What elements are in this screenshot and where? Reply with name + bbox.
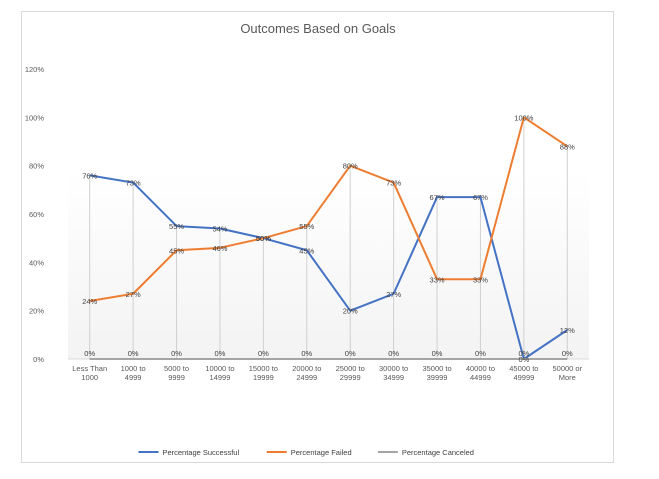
x-tick-label-line: 9999: [168, 373, 185, 382]
x-tick-label-line: 29999: [340, 373, 361, 382]
x-tick-label: 5000 to 9999: [164, 364, 189, 382]
x-tick-label: Less Than 1000: [72, 364, 107, 382]
y-tick-label: 20%: [29, 307, 44, 316]
x-tick-label-line: 5000 to: [164, 364, 189, 373]
data-label: 76%: [82, 171, 97, 180]
x-tick-label: 45000 to 49999: [509, 364, 538, 382]
data-label: 46%: [212, 244, 227, 253]
x-tick-label-line: 24999: [296, 373, 317, 382]
x-tick-label-line: 40000 to: [466, 364, 495, 373]
data-label: 55%: [169, 222, 184, 231]
x-tick-label-line: 35000 to: [422, 364, 451, 373]
y-tick-label: 40%: [29, 258, 44, 267]
y-tick-label: 80%: [29, 162, 44, 171]
data-label: 0%: [345, 349, 356, 358]
data-label: 100%: [514, 113, 534, 122]
data-label: 45%: [169, 246, 184, 255]
data-label: 73%: [126, 179, 141, 188]
x-tick-label-line: 4999: [125, 373, 142, 382]
data-label: 24%: [82, 297, 97, 306]
data-label: 50%: [256, 234, 271, 243]
data-label: 0%: [388, 349, 399, 358]
data-label: 67%: [430, 193, 445, 202]
x-tick-label-line: Less Than: [72, 364, 107, 373]
chart-title: Outcomes Based on Goals: [240, 21, 396, 36]
y-tick-label: 60%: [29, 210, 44, 219]
data-label: 0%: [562, 349, 573, 358]
data-label: 50%: [256, 234, 271, 243]
x-tick-label: 1000 to 4999: [121, 364, 146, 382]
data-label: 0%: [432, 349, 443, 358]
data-label: 0%: [171, 349, 182, 358]
data-label: 55%: [299, 222, 314, 231]
x-tick-label: 40000 to 44999: [466, 364, 495, 382]
series-layer: [89, 116, 568, 360]
data-label: 0%: [84, 349, 95, 358]
y-tick-label: 120%: [25, 65, 45, 74]
data-label: 20%: [343, 307, 358, 316]
data-label: 27%: [126, 290, 141, 299]
data-label: 33%: [473, 275, 488, 284]
x-tick-label-line: 1000: [81, 373, 98, 382]
x-tick-label-line: 14999: [210, 373, 231, 382]
x-tick-label-line: 49999: [513, 373, 534, 382]
chart-frame: Outcomes Based on Goals 0% 20% 40% 60% 80% 10…: [21, 11, 614, 463]
x-tick-label-line: 10000 to: [205, 364, 234, 373]
data-label: 67%: [473, 193, 488, 202]
series-line-1: [89, 116, 568, 302]
x-tick-label: 35000 to 39999: [422, 364, 451, 382]
x-tick-label-line: 19999: [253, 373, 274, 382]
data-label: 33%: [430, 275, 445, 284]
data-label: 45%: [299, 246, 314, 255]
x-tick-label-line: 39999: [427, 373, 448, 382]
y-axis: 0% 20% 40% 60% 80% 100% 120%: [25, 65, 45, 364]
line-chart: Outcomes Based on Goals 0% 20% 40% 60% 80% 10…: [25, 21, 589, 457]
x-tick-label: 20000 to 24999: [292, 364, 321, 382]
y-tick-label: 0%: [33, 355, 44, 364]
legend: Percentage Successful Percentage Failed Pe…: [138, 448, 474, 457]
x-tick-label: 50000 or More: [552, 364, 582, 382]
data-label: 27%: [386, 290, 401, 299]
legend-label: Percentage Failed: [291, 448, 352, 457]
data-label: 0%: [475, 349, 486, 358]
x-axis: Less Than 1000 1000 to 4999 5000 to 9999 10000…: [72, 364, 582, 382]
series-line-0: [89, 174, 568, 360]
data-label: 88%: [560, 142, 575, 151]
data-label: 54%: [212, 225, 227, 234]
data-label: 73%: [386, 179, 401, 188]
x-tick-label: 30000 to 34999: [379, 364, 408, 382]
x-tick-label-line: 34999: [383, 373, 404, 382]
x-tick-label-line: 44999: [470, 373, 491, 382]
x-tick-label: 25000 to 29999: [336, 364, 365, 382]
x-tick-label: 15000 to 19999: [249, 364, 278, 382]
legend-label: Percentage Canceled: [402, 448, 474, 457]
data-label: 0%: [215, 349, 226, 358]
data-label: 0%: [258, 349, 269, 358]
x-tick-label-line: 30000 to: [379, 364, 408, 373]
data-label: 80%: [343, 162, 358, 171]
x-tick-label-line: 20000 to: [292, 364, 321, 373]
data-label: 0%: [301, 349, 312, 358]
x-tick-label-line: 25000 to: [336, 364, 365, 373]
x-tick-label-line: More: [559, 373, 576, 382]
x-tick-label-line: 50000 or: [552, 364, 582, 373]
data-label: 0%: [518, 349, 529, 358]
data-label: 0%: [128, 349, 139, 358]
data-labels: 76% 73% 55% 54% 50% 45% 20% 27% 67% 67% 0% 12% 24% 27…: [82, 113, 575, 364]
x-tick-label-line: 45000 to: [509, 364, 538, 373]
y-tick-label: 100%: [25, 113, 45, 122]
data-label: 12%: [560, 326, 575, 335]
data-label: 0%: [518, 355, 529, 364]
legend-label: Percentage Successful: [162, 448, 239, 457]
x-tick-label-line: 1000 to: [121, 364, 146, 373]
x-tick-label-line: 15000 to: [249, 364, 278, 373]
x-tick-label: 10000 to 14999: [205, 364, 234, 382]
plot-area-background: [68, 172, 589, 359]
